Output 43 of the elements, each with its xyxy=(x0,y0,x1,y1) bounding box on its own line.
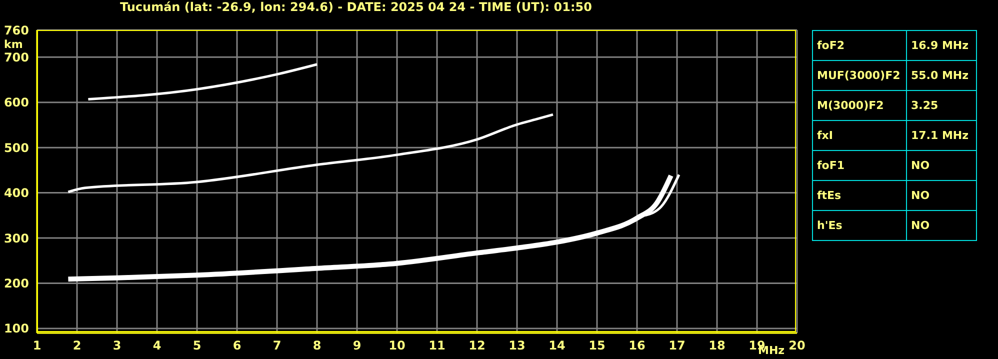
x-tick-label: 14 xyxy=(548,338,566,353)
text: 55.0 MHz xyxy=(906,60,976,90)
text: fxI xyxy=(812,120,906,150)
x-tick-label: 4 xyxy=(152,338,162,353)
text: h'Es xyxy=(812,210,906,240)
x-tick-label: 15 xyxy=(588,338,606,353)
text: foF1 xyxy=(812,150,906,180)
text: 16.9 MHz xyxy=(906,30,976,60)
y-tick-label: 200 xyxy=(4,276,29,291)
x-tick-label: 10 xyxy=(388,338,406,353)
x-tick-label: 3 xyxy=(112,338,122,353)
y-tick-label: 760 xyxy=(4,23,29,38)
text: MUF(3000)F2 xyxy=(812,60,906,90)
y-tick-label: 100 xyxy=(4,322,29,336)
text: NO xyxy=(906,210,976,240)
y-tick-label: 500 xyxy=(4,140,29,155)
x-tick-label: 5 xyxy=(192,338,202,353)
text: ftEs xyxy=(812,180,906,210)
chart-title: Tucumán (lat: -26.9, lon: 294.6) - DATE: 2025 04 24 - TIME (UT): 01:50 xyxy=(120,0,592,14)
y-tick-label: 600 xyxy=(4,96,29,110)
x-tick-label: 7 xyxy=(272,338,282,353)
x-tick-label: 2 xyxy=(72,338,82,353)
x-tick-label: 9 xyxy=(352,338,362,353)
text: NO xyxy=(906,180,976,210)
x-tick-label: 11 xyxy=(428,338,446,353)
x-tick-label: 16 xyxy=(628,338,646,353)
text: NO xyxy=(906,150,976,180)
y-axis-title: km xyxy=(4,38,23,51)
text: 17.1 MHz xyxy=(906,120,976,150)
y-tick-label: 300 xyxy=(4,231,29,246)
y-tick-label: 700 xyxy=(4,50,29,64)
text: M(3000)F2 xyxy=(812,90,906,120)
x-tick-label: 1 xyxy=(32,338,42,353)
x-tick-label: 20 xyxy=(788,338,806,353)
x-tick-label: 18 xyxy=(708,338,726,353)
x-tick-label: 12 xyxy=(468,338,486,353)
x-tick-label: 13 xyxy=(508,338,526,353)
text: foF2 xyxy=(812,30,906,60)
x-tick-label: 8 xyxy=(312,338,322,353)
x-tick-label: 6 xyxy=(232,338,242,353)
x-tick-label: 17 xyxy=(668,338,686,353)
text: 3.25 xyxy=(906,90,976,120)
y-tick-label: 400 xyxy=(4,186,29,200)
